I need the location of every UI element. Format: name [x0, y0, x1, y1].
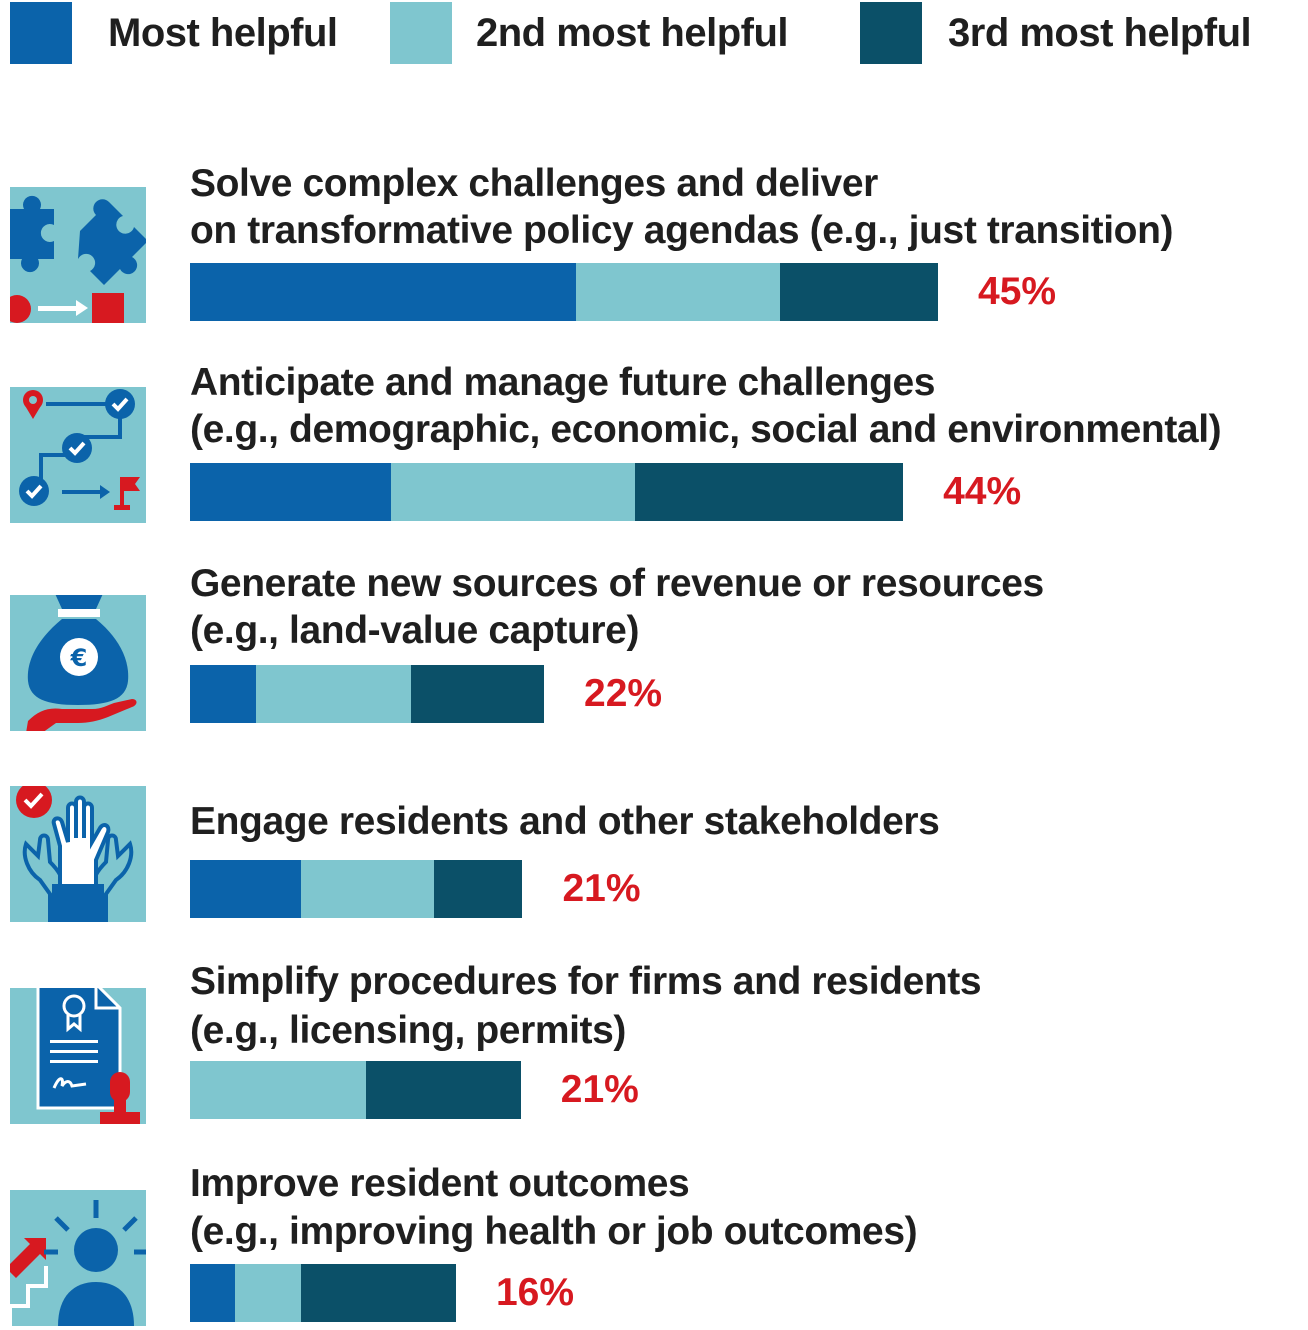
total-label: 45%: [978, 270, 1057, 313]
bar-segment-most-helpful: [190, 1264, 235, 1322]
bar-segment-third-most-helpful: [780, 263, 938, 321]
legend-label: Most helpful: [108, 10, 338, 55]
category-label-line1: Anticipate and manage future challenges: [190, 361, 936, 404]
bar-segment-third-most-helpful: [366, 1061, 521, 1119]
category-label-line1: Improve resident outcomes: [190, 1162, 690, 1205]
category-label-line1: Engage residents and other stakeholders: [190, 800, 940, 843]
total-label: 16%: [495, 1271, 575, 1314]
category-label-line1: Generate new sources of revenue or resou…: [190, 562, 1044, 605]
total-label: 44%: [943, 470, 1022, 513]
stacked-bar: [190, 1264, 456, 1322]
bar-segment-third-most-helpful: [301, 1264, 456, 1322]
total-label: 22%: [584, 672, 663, 715]
category-label-line2: (e.g., licensing, permits): [190, 1009, 627, 1052]
puzzle-icon: [10, 187, 146, 323]
raised-hands-icon: [10, 786, 146, 922]
legend-swatch-most-helpful: [10, 2, 72, 64]
bar-segment-third-most-helpful: [635, 463, 904, 521]
chart-legend: Most helpful 2nd most helpful 3rd most h…: [0, 0, 1308, 70]
bar-segment-most-helpful: [190, 463, 392, 521]
bar-segment-third-most-helpful: [411, 665, 545, 723]
person-growth-icon: [10, 1190, 146, 1326]
legend-item-most-helpful: Most helpful: [10, 2, 338, 64]
stacked-bar: [190, 665, 545, 723]
legend-swatch-second-most-helpful: [390, 2, 452, 64]
category-label-line1: Simplify procedures for firms and reside…: [190, 960, 982, 1003]
category-label-line2: (e.g., improving health or job outcomes): [190, 1210, 918, 1253]
bar-segment-second-most-helpful: [256, 665, 412, 723]
legend-swatch-third-most-helpful: [860, 2, 922, 64]
certificate-stamp-icon: [10, 988, 146, 1124]
bar-segment-most-helpful: [190, 665, 257, 723]
total-label: 21%: [560, 1068, 639, 1111]
bar-segment-second-most-helpful: [190, 1061, 367, 1119]
legend-item-third-most-helpful: 3rd most helpful: [860, 2, 1252, 64]
stacked-bar: [190, 1061, 521, 1119]
legend-item-second-most-helpful: 2nd most helpful: [390, 2, 789, 64]
stacked-bar: [190, 463, 904, 521]
legend-label: 3rd most helpful: [948, 10, 1252, 55]
bar-segment-most-helpful: [190, 263, 576, 321]
bar-segment-second-most-helpful: [301, 860, 435, 918]
category-label-line2: (e.g., demographic, economic, social and…: [190, 408, 1222, 451]
total-label: 21%: [562, 867, 641, 910]
stacked-bar: [190, 860, 523, 918]
bar-segment-second-most-helpful: [391, 463, 636, 521]
money-bag-euro-icon: €: [10, 595, 146, 731]
bar-segment-most-helpful: [190, 860, 302, 918]
stacked-bar: [190, 263, 938, 321]
bar-segment-second-most-helpful: [234, 1264, 302, 1322]
svg-text:€: €: [70, 644, 88, 672]
category-label-line2: (e.g., land-value capture): [190, 609, 640, 652]
category-label-line2: on transformative policy agendas (e.g., …: [190, 209, 1174, 252]
category-label-line1: Solve complex challenges and deliver: [190, 162, 878, 205]
legend-label: 2nd most helpful: [476, 10, 789, 55]
roadmap-checklist-icon: [10, 387, 146, 523]
bar-segment-third-most-helpful: [434, 860, 523, 918]
bar-segment-second-most-helpful: [575, 263, 781, 321]
